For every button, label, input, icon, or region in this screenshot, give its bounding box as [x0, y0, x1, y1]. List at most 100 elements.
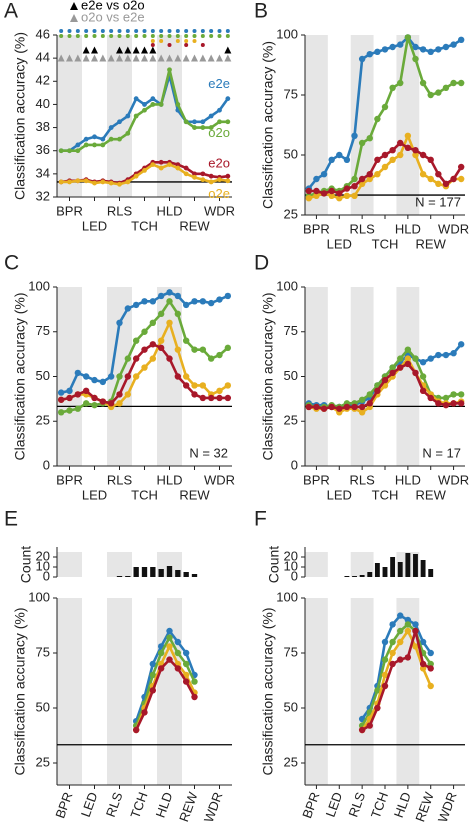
series-point — [389, 84, 396, 92]
series-point — [149, 355, 157, 362]
series-point — [208, 173, 214, 179]
significance-dot — [209, 29, 214, 33]
series-point — [397, 627, 404, 635]
series-point — [82, 400, 90, 407]
hist-bar — [125, 576, 131, 577]
series-point — [358, 726, 366, 734]
hist-bar — [166, 566, 173, 577]
series-point — [419, 373, 427, 380]
x-tick-label: HLD — [391, 790, 414, 820]
series-point — [343, 403, 351, 411]
series-point — [404, 346, 412, 353]
series-point — [207, 355, 215, 362]
epoch-band — [57, 552, 82, 577]
series-point — [107, 400, 115, 407]
series-point — [149, 687, 157, 694]
panel-letter: E — [4, 508, 18, 531]
series-point — [404, 616, 412, 624]
hist-bar — [183, 572, 189, 577]
series-point — [419, 171, 427, 178]
series-point — [191, 693, 198, 701]
x-tick-label: WDR — [204, 203, 235, 218]
x-tick-label: RLS — [349, 221, 375, 236]
series-point — [141, 298, 148, 305]
series-point — [404, 34, 412, 41]
significance-dot — [125, 29, 130, 33]
series-point — [124, 391, 132, 398]
series-point — [199, 382, 207, 389]
series-point — [427, 649, 434, 657]
series-point — [366, 135, 373, 142]
significance-marker — [57, 54, 65, 62]
series-point — [224, 394, 232, 402]
significance-dot — [117, 34, 122, 38]
series-point — [166, 289, 173, 296]
series-point — [389, 621, 396, 628]
series-point — [116, 373, 123, 380]
series-point — [389, 369, 396, 377]
significance-dot — [84, 34, 89, 38]
x-tick-label: BPR — [56, 203, 83, 218]
hist-bar — [367, 572, 373, 577]
significance-dot — [217, 34, 222, 38]
significance-marker — [157, 54, 165, 62]
series-point — [351, 175, 358, 183]
significance-dot — [100, 29, 105, 33]
series-point — [419, 638, 427, 646]
series-point — [412, 43, 419, 51]
series-point — [58, 179, 64, 185]
hist-bar — [405, 553, 411, 577]
significance-dot — [134, 34, 139, 38]
significance-dot — [184, 29, 189, 33]
series-point — [217, 177, 222, 183]
series-point — [358, 403, 366, 411]
series-point — [83, 136, 89, 142]
series-point — [225, 173, 231, 179]
series-point — [450, 350, 457, 357]
series-point — [305, 187, 313, 195]
series-point — [132, 301, 140, 309]
series-point — [305, 403, 313, 411]
series-point — [192, 174, 197, 180]
significance-marker — [66, 54, 73, 62]
legend-label: e2e vs o2o — [81, 0, 145, 12]
series-point — [157, 337, 165, 344]
series-point — [374, 48, 381, 55]
series-point — [374, 115, 381, 123]
series-point — [404, 654, 412, 661]
series-point — [419, 665, 427, 672]
series-point — [320, 405, 328, 412]
series-point — [351, 183, 358, 190]
y-tick-label: 75 — [284, 323, 298, 338]
series-point — [366, 391, 373, 398]
series-point — [158, 159, 164, 165]
significance-dot — [150, 34, 155, 38]
series-point — [419, 151, 427, 159]
series-point — [191, 678, 198, 685]
y-tick-label: 25 — [284, 413, 298, 428]
x-tick-label: BPR — [56, 472, 83, 487]
series-point — [397, 364, 404, 371]
series-point — [174, 649, 182, 657]
series-point — [157, 344, 165, 352]
series-point — [381, 103, 389, 111]
series-point — [412, 643, 419, 650]
significance-dot — [150, 29, 155, 33]
series-line — [361, 629, 432, 732]
series-point — [442, 43, 450, 51]
series-point — [174, 373, 182, 380]
y-tick-label: 100 — [276, 278, 298, 293]
significance-dot — [167, 34, 172, 38]
series-point — [313, 192, 320, 199]
series-point — [336, 190, 343, 197]
series-point — [389, 649, 396, 657]
significance-dot — [59, 29, 64, 33]
series-point — [192, 171, 197, 177]
y-tick-label: 50 — [36, 699, 50, 714]
epoch-band — [157, 598, 182, 785]
significance-marker — [82, 54, 90, 62]
series-point — [200, 177, 206, 183]
series-point — [381, 46, 389, 53]
series-point — [404, 144, 412, 151]
